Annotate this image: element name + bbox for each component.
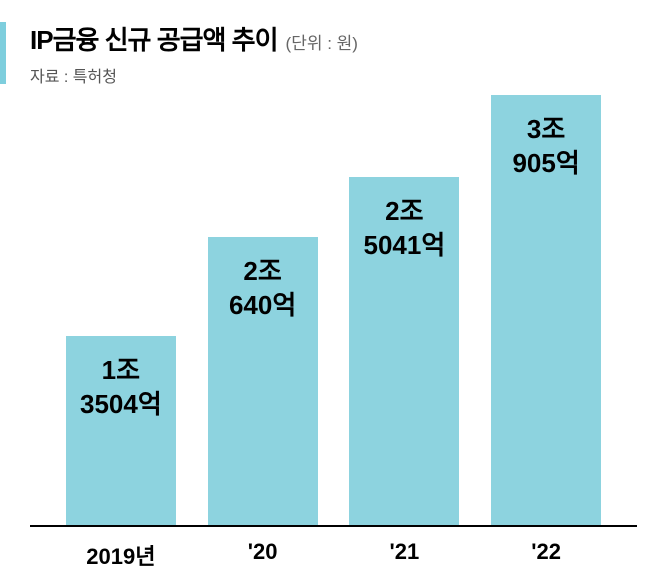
x-label-2022: '22 (476, 539, 616, 571)
bar-2019: 1조 3504억 (66, 336, 176, 525)
bar-label: 3조 905억 (512, 113, 579, 181)
bar-wrapper: 1조 3504억 (51, 336, 191, 525)
bar-value-line2: 5041억 (363, 229, 445, 263)
chart-container: IP금융 신규 공급액 추이 (단위 : 원) 자료 : 특허청 1조 3504… (0, 0, 667, 573)
bar-2021: 2조 5041억 (349, 177, 459, 525)
bar-value-line2: 3504억 (80, 388, 162, 422)
bar-2022: 3조 905억 (491, 95, 601, 525)
x-axis: 2019년 '20 '21 '22 (30, 527, 637, 571)
chart-area: 1조 3504억 2조 640억 2조 5041억 (30, 97, 637, 527)
left-accent-bar (0, 22, 6, 84)
bar-value-line1: 1조 (80, 354, 162, 388)
bar-label: 1조 3504억 (80, 354, 162, 422)
x-label-2021: '21 (334, 539, 474, 571)
bar-wrapper: 3조 905억 (476, 95, 616, 525)
chart-source: 자료 : 특허청 (30, 63, 637, 87)
bar-wrapper: 2조 5041억 (334, 177, 474, 525)
title-row: IP금융 신규 공급액 추이 (단위 : 원) (30, 20, 637, 57)
x-label-2019: 2019년 (51, 539, 191, 571)
bar-label: 2조 640억 (229, 255, 296, 323)
x-label-2020: '20 (193, 539, 333, 571)
bar-label: 2조 5041억 (363, 195, 445, 263)
bar-value-line1: 2조 (229, 255, 296, 289)
chart-header: IP금융 신규 공급액 추이 (단위 : 원) 자료 : 특허청 (30, 20, 637, 87)
bar-value-line2: 640억 (229, 289, 296, 323)
bar-2020: 2조 640억 (208, 237, 318, 525)
chart-title: IP금융 신규 공급액 추이 (30, 20, 278, 57)
bar-value-line1: 2조 (363, 195, 445, 229)
bar-value-line2: 905억 (512, 147, 579, 181)
bar-value-line1: 3조 (512, 113, 579, 147)
chart-unit: (단위 : 원) (286, 29, 358, 54)
bar-wrapper: 2조 640억 (193, 237, 333, 525)
